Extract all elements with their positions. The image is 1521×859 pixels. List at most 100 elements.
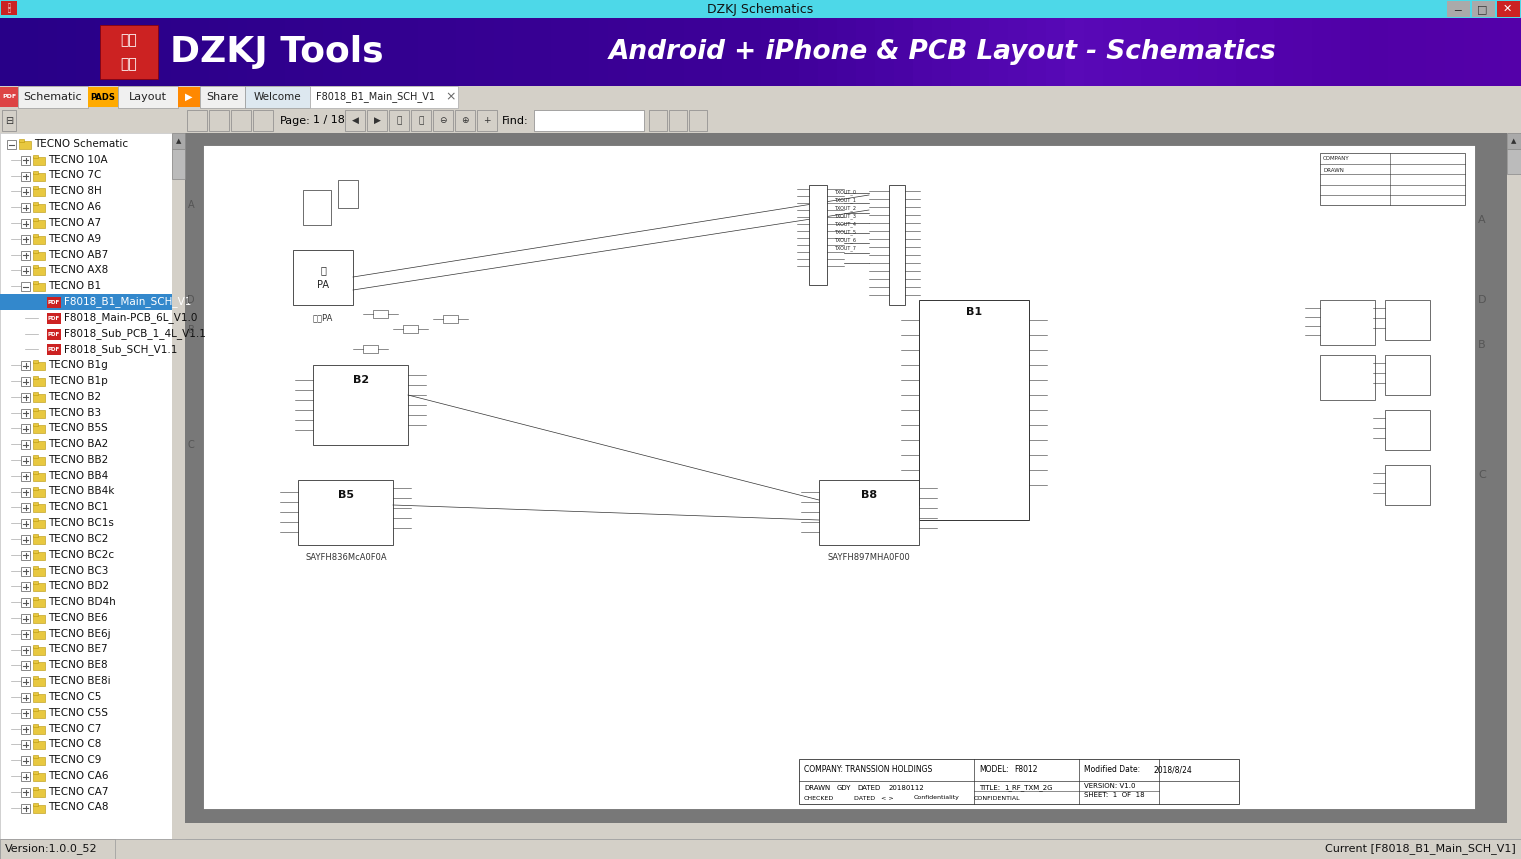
Bar [689,110,707,131]
Text: TECNO A9: TECNO A9 [49,234,100,244]
Bar [33,694,46,702]
Bar [21,567,30,576]
Bar [1507,149,1521,174]
Text: +: + [484,116,491,125]
Bar [33,218,38,221]
Bar [94,18,116,86]
Text: TECNO BB4: TECNO BB4 [49,471,108,481]
Bar [33,472,46,481]
Bar [21,393,30,402]
Bar [187,110,207,131]
Bar [33,408,38,411]
Bar [266,18,287,86]
Bar [33,536,46,544]
Bar [33,393,46,402]
Bar [33,550,38,553]
Bar [33,392,38,395]
Bar [21,503,30,513]
Bar [186,133,1507,839]
Bar [186,823,1507,839]
Text: TXOUT_6: TXOUT_6 [834,237,856,243]
Bar [33,662,46,670]
Bar [119,86,178,108]
Bar [33,644,38,648]
Text: ✕: ✕ [1503,4,1512,14]
Bar [33,173,46,180]
Text: ⊕: ⊕ [461,116,468,125]
Text: PDF: PDF [47,347,61,352]
Text: SAYFH836McA0F0A: SAYFH836McA0F0A [306,553,386,563]
Bar [21,456,30,465]
Text: F8018_Sub_PCB_1_4L_V1.1: F8018_Sub_PCB_1_4L_V1.1 [64,328,205,339]
Text: F8018_Main-PCB_6L_V1.0: F8018_Main-PCB_6L_V1.0 [64,313,198,323]
Text: C: C [187,440,195,450]
Bar [742,18,762,86]
Bar [33,360,38,363]
Bar [21,204,30,212]
Bar [0,87,18,107]
Bar [373,310,388,318]
Text: B1: B1 [966,307,983,317]
Bar [389,110,409,131]
Text: TECNO C9: TECNO C9 [49,755,102,765]
Bar [33,171,38,174]
Text: TECNO BC1s: TECNO BC1s [49,518,114,528]
Bar [0,18,1521,86]
Bar [1369,18,1390,86]
Text: B: B [187,325,195,335]
Bar [411,110,430,131]
Text: TXOUT_1: TXOUT_1 [834,198,856,203]
Bar [21,361,30,370]
Bar [21,472,30,481]
Text: CHECKED: CHECKED [805,795,834,801]
Bar [33,551,46,560]
Bar [722,18,744,86]
Bar [951,18,972,86]
Bar [1427,18,1446,86]
Text: PDF: PDF [2,94,17,100]
Bar [1386,300,1430,340]
Bar [322,18,344,86]
Bar [837,18,858,86]
Text: TECNO BD4h: TECNO BD4h [49,597,116,607]
Bar [33,378,46,386]
Bar [33,726,46,734]
Bar [152,18,173,86]
Bar [33,676,38,679]
Bar [1122,18,1142,86]
Bar [134,18,154,86]
Bar [33,281,38,284]
Text: TXOUT_7: TXOUT_7 [834,245,856,251]
Bar [0,108,186,133]
Text: A: A [187,200,195,210]
Bar [21,155,30,165]
Bar [58,18,78,86]
Bar [455,110,475,131]
Bar [33,518,38,521]
Bar [33,503,38,505]
Text: COMPANY: TRANSSION HOLDINGS: COMPANY: TRANSSION HOLDINGS [805,765,932,775]
Text: 2018/8/24: 2018/8/24 [1154,765,1192,775]
Bar [1320,300,1375,345]
Text: ⬜: ⬜ [397,116,402,125]
Bar [669,110,687,131]
Bar [438,18,458,86]
Bar [294,250,353,305]
Bar [0,294,172,310]
Text: Android + iPhone & PCB Layout - Schematics: Android + iPhone & PCB Layout - Schemati… [608,39,1278,65]
Bar [100,25,158,79]
Bar [88,87,119,107]
Text: DRAWN: DRAWN [1323,168,1345,173]
Bar [33,489,46,497]
Bar [33,773,46,781]
Bar [18,18,40,86]
Bar [47,313,61,324]
Text: TECNO BD2: TECNO BD2 [49,582,110,591]
Bar [2,110,17,131]
Bar [21,235,30,244]
Bar [1497,1,1519,17]
Bar [1293,18,1314,86]
Text: 1_RF_TXM_2G: 1_RF_TXM_2G [1004,784,1053,791]
Text: TXOUT_0: TXOUT_0 [834,189,856,195]
Text: TECNO BB2: TECNO BB2 [49,455,108,465]
